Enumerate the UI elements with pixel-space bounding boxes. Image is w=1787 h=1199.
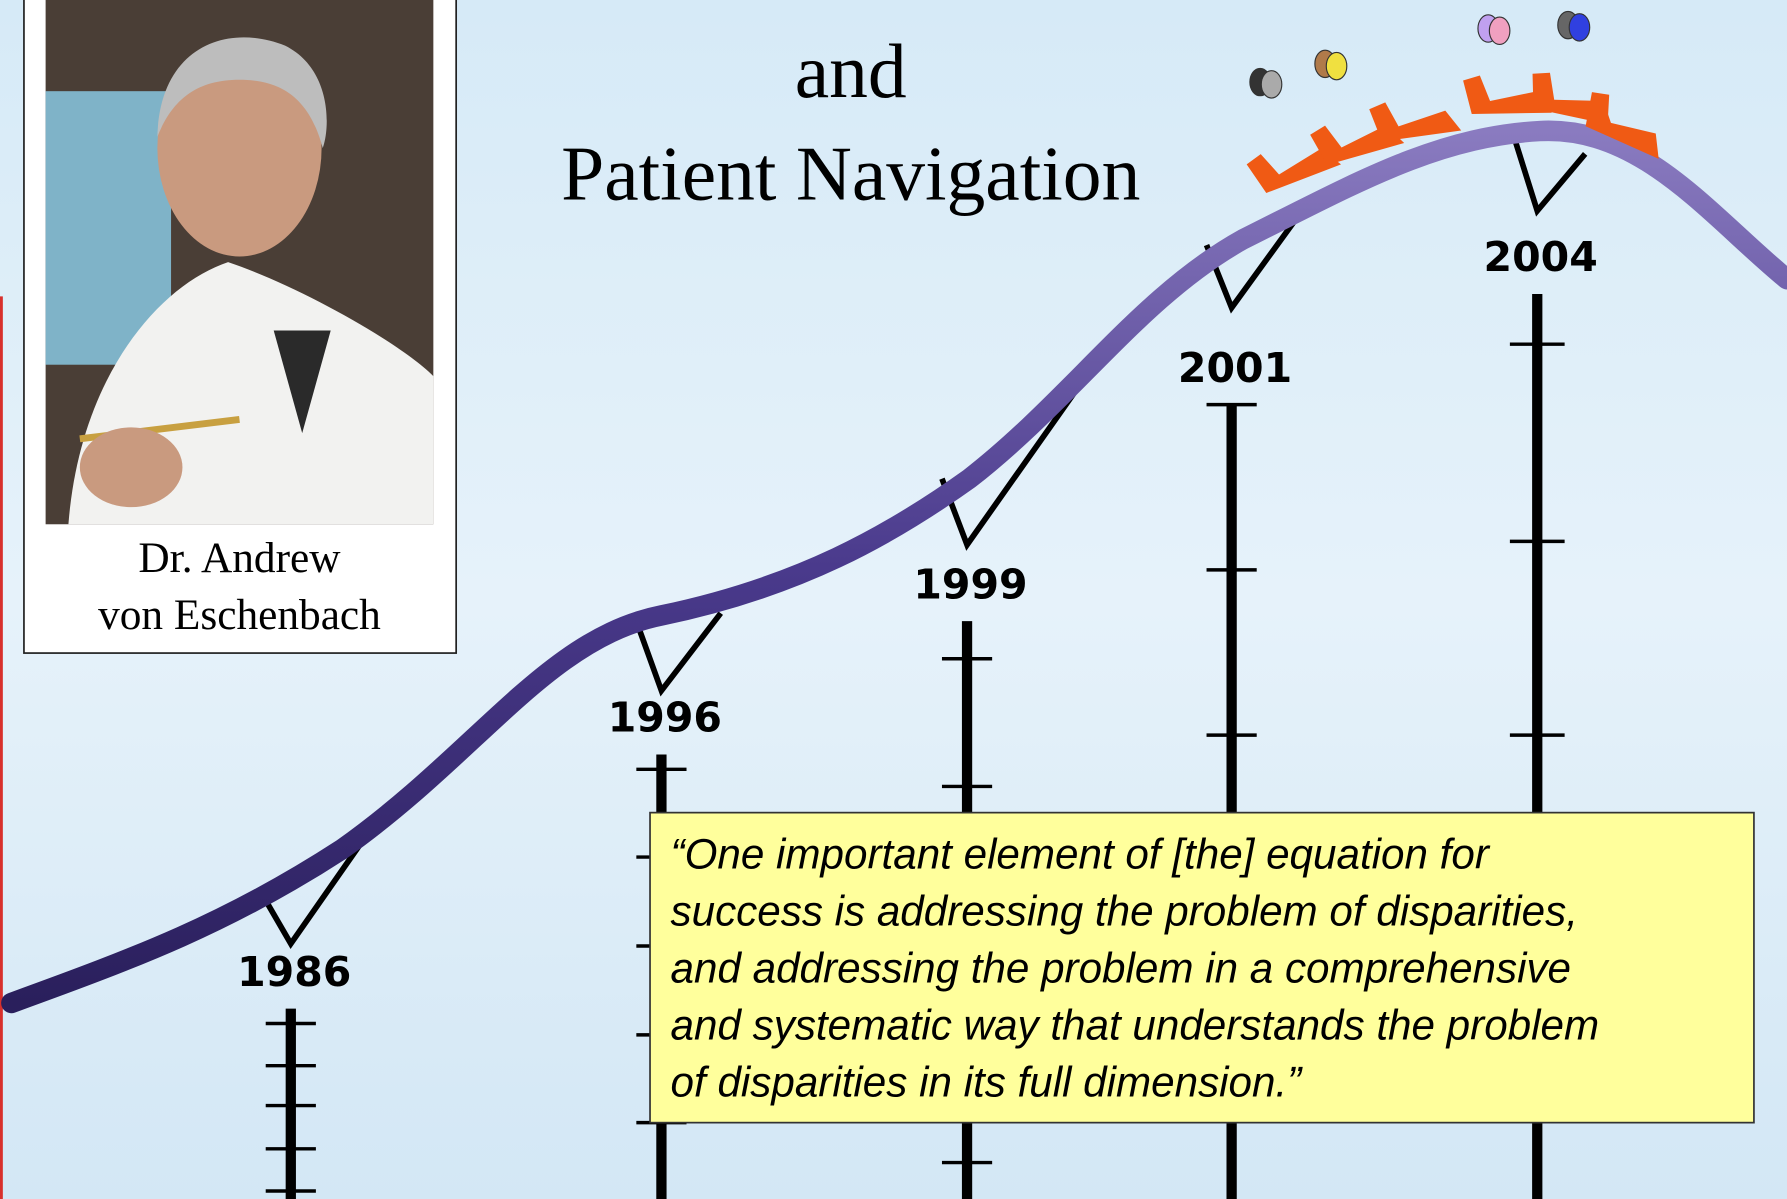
year-label: 2001 xyxy=(1178,344,1292,392)
quote-line: of disparities in its full dimension.” xyxy=(671,1058,1304,1105)
year-label: 1996 xyxy=(608,694,722,742)
portrait-photo xyxy=(46,0,434,524)
rider-head xyxy=(1569,14,1590,41)
quote-line: success is addressing the problem of dis… xyxy=(671,887,1578,934)
quote-line: and systematic way that understands the … xyxy=(671,1001,1600,1048)
rider-head xyxy=(1326,52,1347,79)
page: and Patient Navigation Dr. Andrew von Es… xyxy=(0,0,1787,1199)
portrait-caption: von Eschenbach xyxy=(98,591,381,639)
rider-head xyxy=(1489,17,1510,44)
year-label: 1986 xyxy=(237,948,351,996)
year-label: 2004 xyxy=(1484,233,1598,281)
year-label: 1999 xyxy=(913,560,1027,608)
quote-line: “One important element of [the] equation… xyxy=(671,830,1491,877)
rider-head xyxy=(1261,71,1282,98)
slide: and Patient Navigation Dr. Andrew von Es… xyxy=(0,0,1787,1199)
title-line: and xyxy=(795,28,907,114)
title-line: Patient Navigation xyxy=(561,130,1140,216)
quote-line: and addressing the problem in a comprehe… xyxy=(671,944,1571,991)
portrait-caption: Dr. Andrew xyxy=(138,534,341,582)
